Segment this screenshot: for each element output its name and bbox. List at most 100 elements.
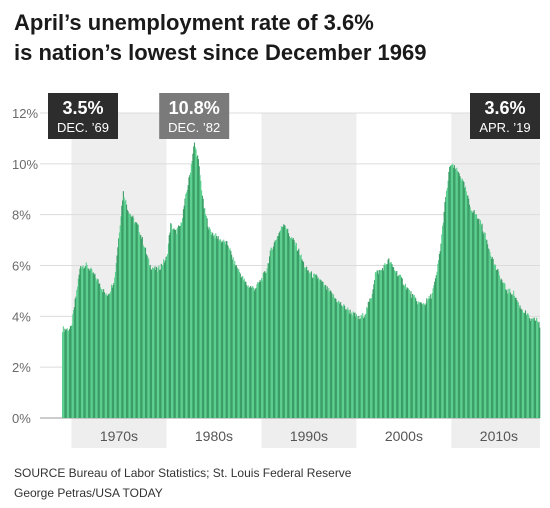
data-bar (372, 289, 374, 418)
data-bar (521, 309, 523, 418)
data-bar (218, 240, 220, 418)
data-bar (250, 286, 252, 418)
data-bar (249, 287, 251, 418)
data-bar (378, 274, 380, 418)
data-bar (174, 229, 176, 418)
data-bar (182, 217, 184, 418)
data-bar (113, 283, 115, 418)
data-bar (444, 202, 446, 418)
data-bar (256, 284, 258, 418)
data-bar (528, 318, 531, 418)
data-bar (116, 255, 118, 418)
data-bar (226, 241, 228, 418)
data-bar (467, 195, 469, 418)
data-bar (187, 185, 189, 418)
data-bar (265, 272, 267, 418)
callouts: 3.5% DEC. ’69 10.8% DEC. ’82 3.6% APR. ’19 (48, 93, 540, 139)
data-bar (223, 241, 226, 418)
data-bar (490, 255, 492, 418)
data-bar (507, 288, 509, 418)
data-bar (310, 271, 312, 418)
data-bar (506, 293, 508, 418)
data-bar (415, 298, 417, 418)
data-bar (313, 273, 315, 418)
data-bar (286, 229, 288, 418)
data-bar (97, 279, 99, 418)
data-bar (221, 240, 223, 418)
data-bar (476, 218, 478, 418)
y-tick-label: 0% (12, 411, 31, 426)
data-bar (357, 319, 359, 418)
data-bar (201, 195, 203, 418)
data-bar (161, 265, 163, 418)
data-bar (347, 307, 349, 418)
callout-value: 3.5% (62, 98, 103, 118)
data-bar (253, 290, 256, 418)
data-bar (199, 174, 201, 418)
data-bar (499, 280, 501, 418)
data-bar (531, 319, 533, 418)
data-bar (214, 238, 216, 418)
data-bar (241, 276, 243, 418)
data-bar (88, 270, 90, 418)
data-bar (509, 288, 511, 418)
data-bar (434, 281, 436, 418)
data-bar (306, 270, 309, 418)
data-bar (208, 229, 210, 418)
data-bar (362, 313, 364, 418)
data-bar (156, 272, 158, 418)
data-bar (460, 177, 462, 418)
data-bar (447, 180, 449, 418)
y-tick-label: 2% (12, 360, 31, 375)
data-bar (147, 257, 149, 418)
data-bar (112, 285, 114, 418)
data-bar (463, 181, 465, 418)
data-bar (370, 298, 372, 418)
data-bar (257, 281, 259, 418)
source-note: SOURCE Bureau of Labor Statistics; St. L… (14, 466, 352, 480)
data-bar (320, 279, 322, 418)
data-bar (208, 227, 211, 418)
data-bar (484, 232, 486, 418)
data-bar (342, 306, 344, 418)
data-bar (407, 288, 409, 418)
data-bar (238, 271, 241, 418)
data-bar (178, 226, 181, 418)
data-bar (448, 171, 450, 418)
data-bar (117, 247, 119, 418)
data-bar (498, 275, 501, 418)
data-bar (109, 293, 111, 418)
data-bar (170, 223, 172, 418)
data-bar (495, 270, 497, 418)
data-bar (143, 246, 145, 418)
data-bar (135, 222, 137, 418)
data-bar (152, 267, 154, 418)
title-line-2: is nation’s lowest since December 1969 (14, 40, 427, 65)
data-bar (295, 242, 297, 418)
data-bar (373, 284, 375, 418)
data-bar (532, 318, 534, 418)
data-bar (146, 255, 148, 418)
data-bar (242, 276, 244, 418)
data-bar (152, 268, 154, 418)
data-bar (364, 314, 366, 418)
data-bar (240, 277, 242, 418)
data-bar (215, 233, 217, 418)
data-bar (405, 289, 407, 418)
data-bar (210, 231, 212, 418)
data-bar (381, 269, 383, 418)
data-bar (65, 329, 67, 418)
data-bar (329, 290, 331, 418)
data-bar (259, 279, 261, 418)
data-bar (141, 238, 143, 418)
data-bar (434, 278, 437, 418)
data-bars (62, 142, 541, 418)
data-bar (331, 293, 333, 418)
data-bar (153, 268, 155, 418)
data-bar (196, 156, 198, 418)
data-bar (163, 259, 165, 418)
data-bar (65, 329, 68, 418)
data-bar (376, 270, 378, 418)
data-bar (133, 223, 135, 418)
data-bar (527, 313, 529, 418)
